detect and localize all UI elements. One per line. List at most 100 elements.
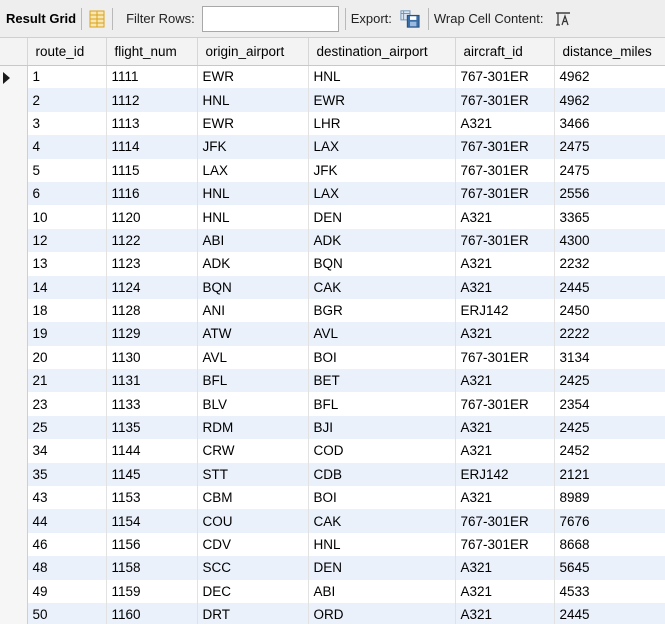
table-row[interactable]: 4 1114 JFK LAX 767-301ER 2475 <box>0 135 665 159</box>
row-indicator[interactable] <box>0 486 28 510</box>
table-row[interactable]: 10 1120 HNL DEN A321 3365 <box>0 205 665 229</box>
column-header[interactable]: origin_airport <box>197 38 309 66</box>
table-cell[interactable]: 2425 <box>554 369 665 393</box>
table-cell[interactable]: A321 <box>455 415 555 440</box>
result-grid[interactable]: route_id flight_num origin_airport desti… <box>0 38 665 624</box>
table-cell[interactable]: 1154 <box>106 509 198 533</box>
table-cell[interactable]: COU <box>197 509 309 533</box>
table-cell[interactable]: BQN <box>197 275 309 299</box>
table-cell[interactable]: 8989 <box>554 486 665 510</box>
wrap-text-icon[interactable] <box>553 9 573 29</box>
table-cell[interactable]: ADK <box>308 228 456 253</box>
table-cell[interactable]: EWR <box>308 88 456 112</box>
table-cell[interactable]: 1122 <box>106 228 198 253</box>
table-cell[interactable]: RDM <box>197 415 309 440</box>
table-cell[interactable]: 3 <box>27 111 107 136</box>
row-indicator[interactable] <box>0 462 28 487</box>
table-cell[interactable]: HNL <box>197 88 309 112</box>
table-cell[interactable]: HNL <box>308 532 456 557</box>
table-cell[interactable]: 1120 <box>106 205 198 229</box>
table-cell[interactable]: ANI <box>197 298 309 323</box>
export-save-icon[interactable] <box>400 9 420 29</box>
table-cell[interactable]: 18 <box>27 298 107 323</box>
table-cell[interactable]: A321 <box>455 439 555 463</box>
column-header[interactable]: route_id <box>27 38 107 66</box>
table-cell[interactable]: 46 <box>27 532 107 557</box>
table-cell[interactable]: 1116 <box>106 181 198 206</box>
table-cell[interactable]: CAK <box>308 509 456 533</box>
table-cell[interactable]: 1111 <box>106 65 198 89</box>
row-indicator[interactable] <box>0 392 28 416</box>
table-cell[interactable]: 44 <box>27 509 107 533</box>
table-cell[interactable]: 1113 <box>106 111 198 136</box>
table-cell[interactable]: AVL <box>197 345 309 370</box>
table-cell[interactable]: 3365 <box>554 205 665 229</box>
row-indicator[interactable] <box>0 65 28 89</box>
table-cell[interactable]: 1135 <box>106 415 198 440</box>
table-cell[interactable]: 50 <box>27 602 107 624</box>
table-cell[interactable]: CDB <box>308 462 456 487</box>
table-cell[interactable]: 1133 <box>106 392 198 416</box>
table-cell[interactable]: 35 <box>27 462 107 487</box>
table-cell[interactable]: 2445 <box>554 602 665 624</box>
table-cell[interactable]: 25 <box>27 415 107 440</box>
table-row[interactable]: 46 1156 CDV HNL 767-301ER 8668 <box>0 532 665 557</box>
table-row[interactable]: 13 1123 ADK BQN A321 2232 <box>0 252 665 276</box>
table-cell[interactable]: A321 <box>455 602 555 624</box>
row-indicator[interactable] <box>0 275 28 299</box>
table-cell[interactable]: BGR <box>308 298 456 323</box>
row-indicator[interactable] <box>0 158 28 182</box>
table-cell[interactable]: 10 <box>27 205 107 229</box>
table-cell[interactable]: CDV <box>197 532 309 557</box>
table-row[interactable]: 18 1128 ANI BGR ERJ142 2450 <box>0 298 665 323</box>
table-cell[interactable]: 23 <box>27 392 107 416</box>
table-cell[interactable]: 4 <box>27 135 107 159</box>
table-row[interactable]: 2 1112 HNL EWR 767-301ER 4962 <box>0 88 665 112</box>
table-cell[interactable]: ABI <box>197 228 309 253</box>
row-indicator[interactable] <box>0 532 28 557</box>
table-cell[interactable]: 49 <box>27 579 107 603</box>
row-indicator[interactable] <box>0 88 28 112</box>
table-cell[interactable]: 2475 <box>554 158 665 182</box>
table-row[interactable]: 3 1113 EWR LHR A321 3466 <box>0 111 665 136</box>
table-cell[interactable]: 1153 <box>106 486 198 510</box>
table-cell[interactable]: 767-301ER <box>455 158 555 182</box>
table-cell[interactable]: 767-301ER <box>455 509 555 533</box>
table-cell[interactable]: 5645 <box>554 556 665 580</box>
row-indicator[interactable] <box>0 579 28 603</box>
table-cell[interactable]: 34 <box>27 439 107 463</box>
row-indicator[interactable] <box>0 556 28 580</box>
table-cell[interactable]: ATW <box>197 322 309 346</box>
table-row[interactable]: 20 1130 AVL BOI 767-301ER 3134 <box>0 345 665 370</box>
table-cell[interactable]: STT <box>197 462 309 487</box>
row-indicator[interactable] <box>0 111 28 136</box>
table-row[interactable]: 44 1154 COU CAK 767-301ER 7676 <box>0 509 665 533</box>
table-cell[interactable]: ADK <box>197 252 309 276</box>
table-cell[interactable]: 3466 <box>554 111 665 136</box>
table-row[interactable]: 23 1133 BLV BFL 767-301ER 2354 <box>0 392 665 416</box>
row-indicator[interactable] <box>0 322 28 346</box>
table-cell[interactable]: 2445 <box>554 275 665 299</box>
column-header[interactable]: distance_miles <box>554 38 665 66</box>
table-cell[interactable]: BET <box>308 369 456 393</box>
table-cell[interactable]: 1128 <box>106 298 198 323</box>
table-cell[interactable]: BFL <box>308 392 456 416</box>
table-cell[interactable]: BJI <box>308 415 456 440</box>
table-row[interactable]: 50 1160 DRT ORD A321 2445 <box>0 602 665 624</box>
table-cell[interactable]: DEC <box>197 579 309 603</box>
table-cell[interactable]: 14 <box>27 275 107 299</box>
table-cell[interactable]: 4300 <box>554 228 665 253</box>
row-indicator[interactable] <box>0 415 28 440</box>
table-cell[interactable]: A321 <box>455 486 555 510</box>
table-cell[interactable]: 19 <box>27 322 107 346</box>
table-cell[interactable]: A321 <box>455 205 555 229</box>
table-cell[interactable]: LAX <box>308 135 456 159</box>
table-cell[interactable]: HNL <box>308 65 456 89</box>
table-cell[interactable]: 1124 <box>106 275 198 299</box>
table-cell[interactable]: A321 <box>455 275 555 299</box>
table-cell[interactable]: 3134 <box>554 345 665 370</box>
table-cell[interactable]: EWR <box>197 65 309 89</box>
table-cell[interactable]: HNL <box>197 181 309 206</box>
table-cell[interactable]: BOI <box>308 486 456 510</box>
table-cell[interactable]: 767-301ER <box>455 181 555 206</box>
